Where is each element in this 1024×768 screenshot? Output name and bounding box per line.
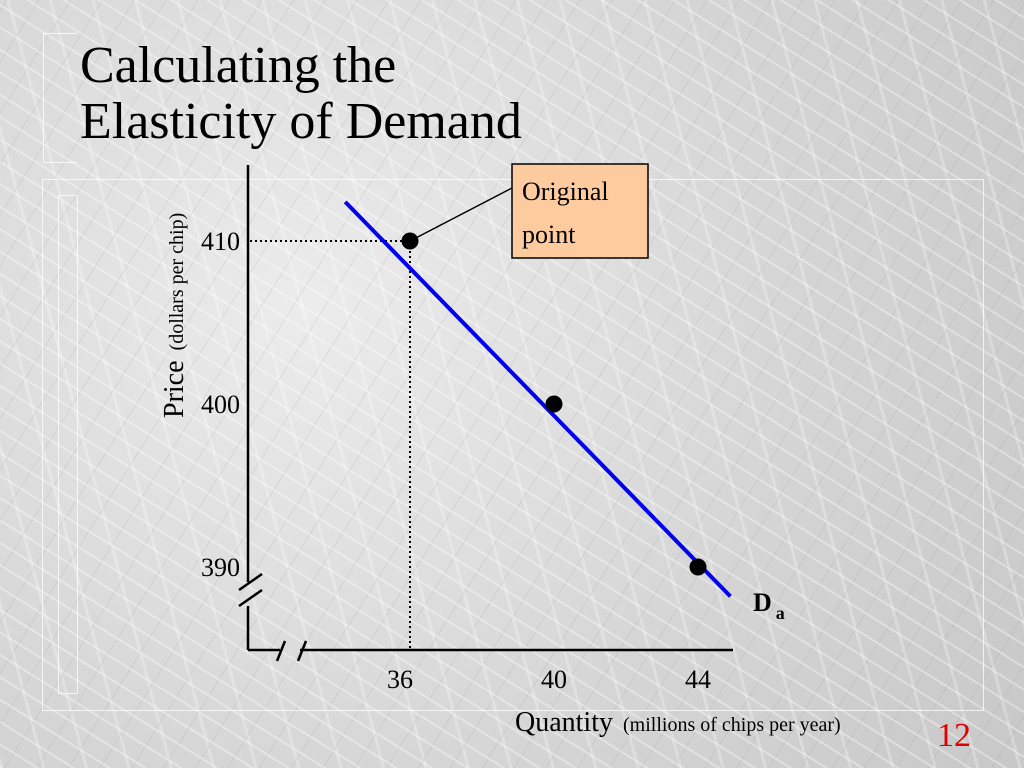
page-number: 12 <box>937 717 971 754</box>
series-label-main: D <box>753 588 772 617</box>
x-axis-break-mark <box>296 640 308 662</box>
data-point <box>689 558 707 576</box>
y-axis-label: Price (dollars per chip) <box>159 213 190 418</box>
slide-title: Calculating the Elasticity of Demand <box>80 38 522 150</box>
callout-line-2: point <box>522 220 576 249</box>
x-tick-label: 40 <box>541 665 567 694</box>
title-frame <box>43 33 77 163</box>
callout-box <box>511 163 649 259</box>
x-axis-break-mark <box>275 640 287 662</box>
y-axis-label-main: Price <box>159 360 190 418</box>
callout-pointer <box>409 187 513 242</box>
y-tick-label: 400 <box>201 390 240 419</box>
y-axis-label-unit: (dollars per chip) <box>166 213 188 351</box>
title-line-2: Elasticity of Demand <box>80 93 522 150</box>
series-label: D a <box>753 588 785 623</box>
callout-line-1: Original <box>522 177 609 206</box>
demand-curve <box>343 200 732 598</box>
y-tick-label: 410 <box>201 227 240 256</box>
title-line-1: Calculating the <box>80 37 397 94</box>
y-axis-break-mark <box>238 572 263 592</box>
x-axis-label-unit: (millions of chips per year) <box>623 714 841 736</box>
x-tick-label: 36 <box>387 665 413 694</box>
x-axis-label-main: Quantity <box>515 707 613 738</box>
x-axis-label: Quantity (millions of chips per year) <box>515 707 841 738</box>
series-label-sub: a <box>776 603 785 623</box>
y-tick-label: 390 <box>201 553 240 582</box>
left-frame <box>58 195 78 694</box>
x-tick-label: 44 <box>685 665 711 694</box>
data-point <box>545 395 563 413</box>
y-axis-break-mark <box>238 588 263 608</box>
